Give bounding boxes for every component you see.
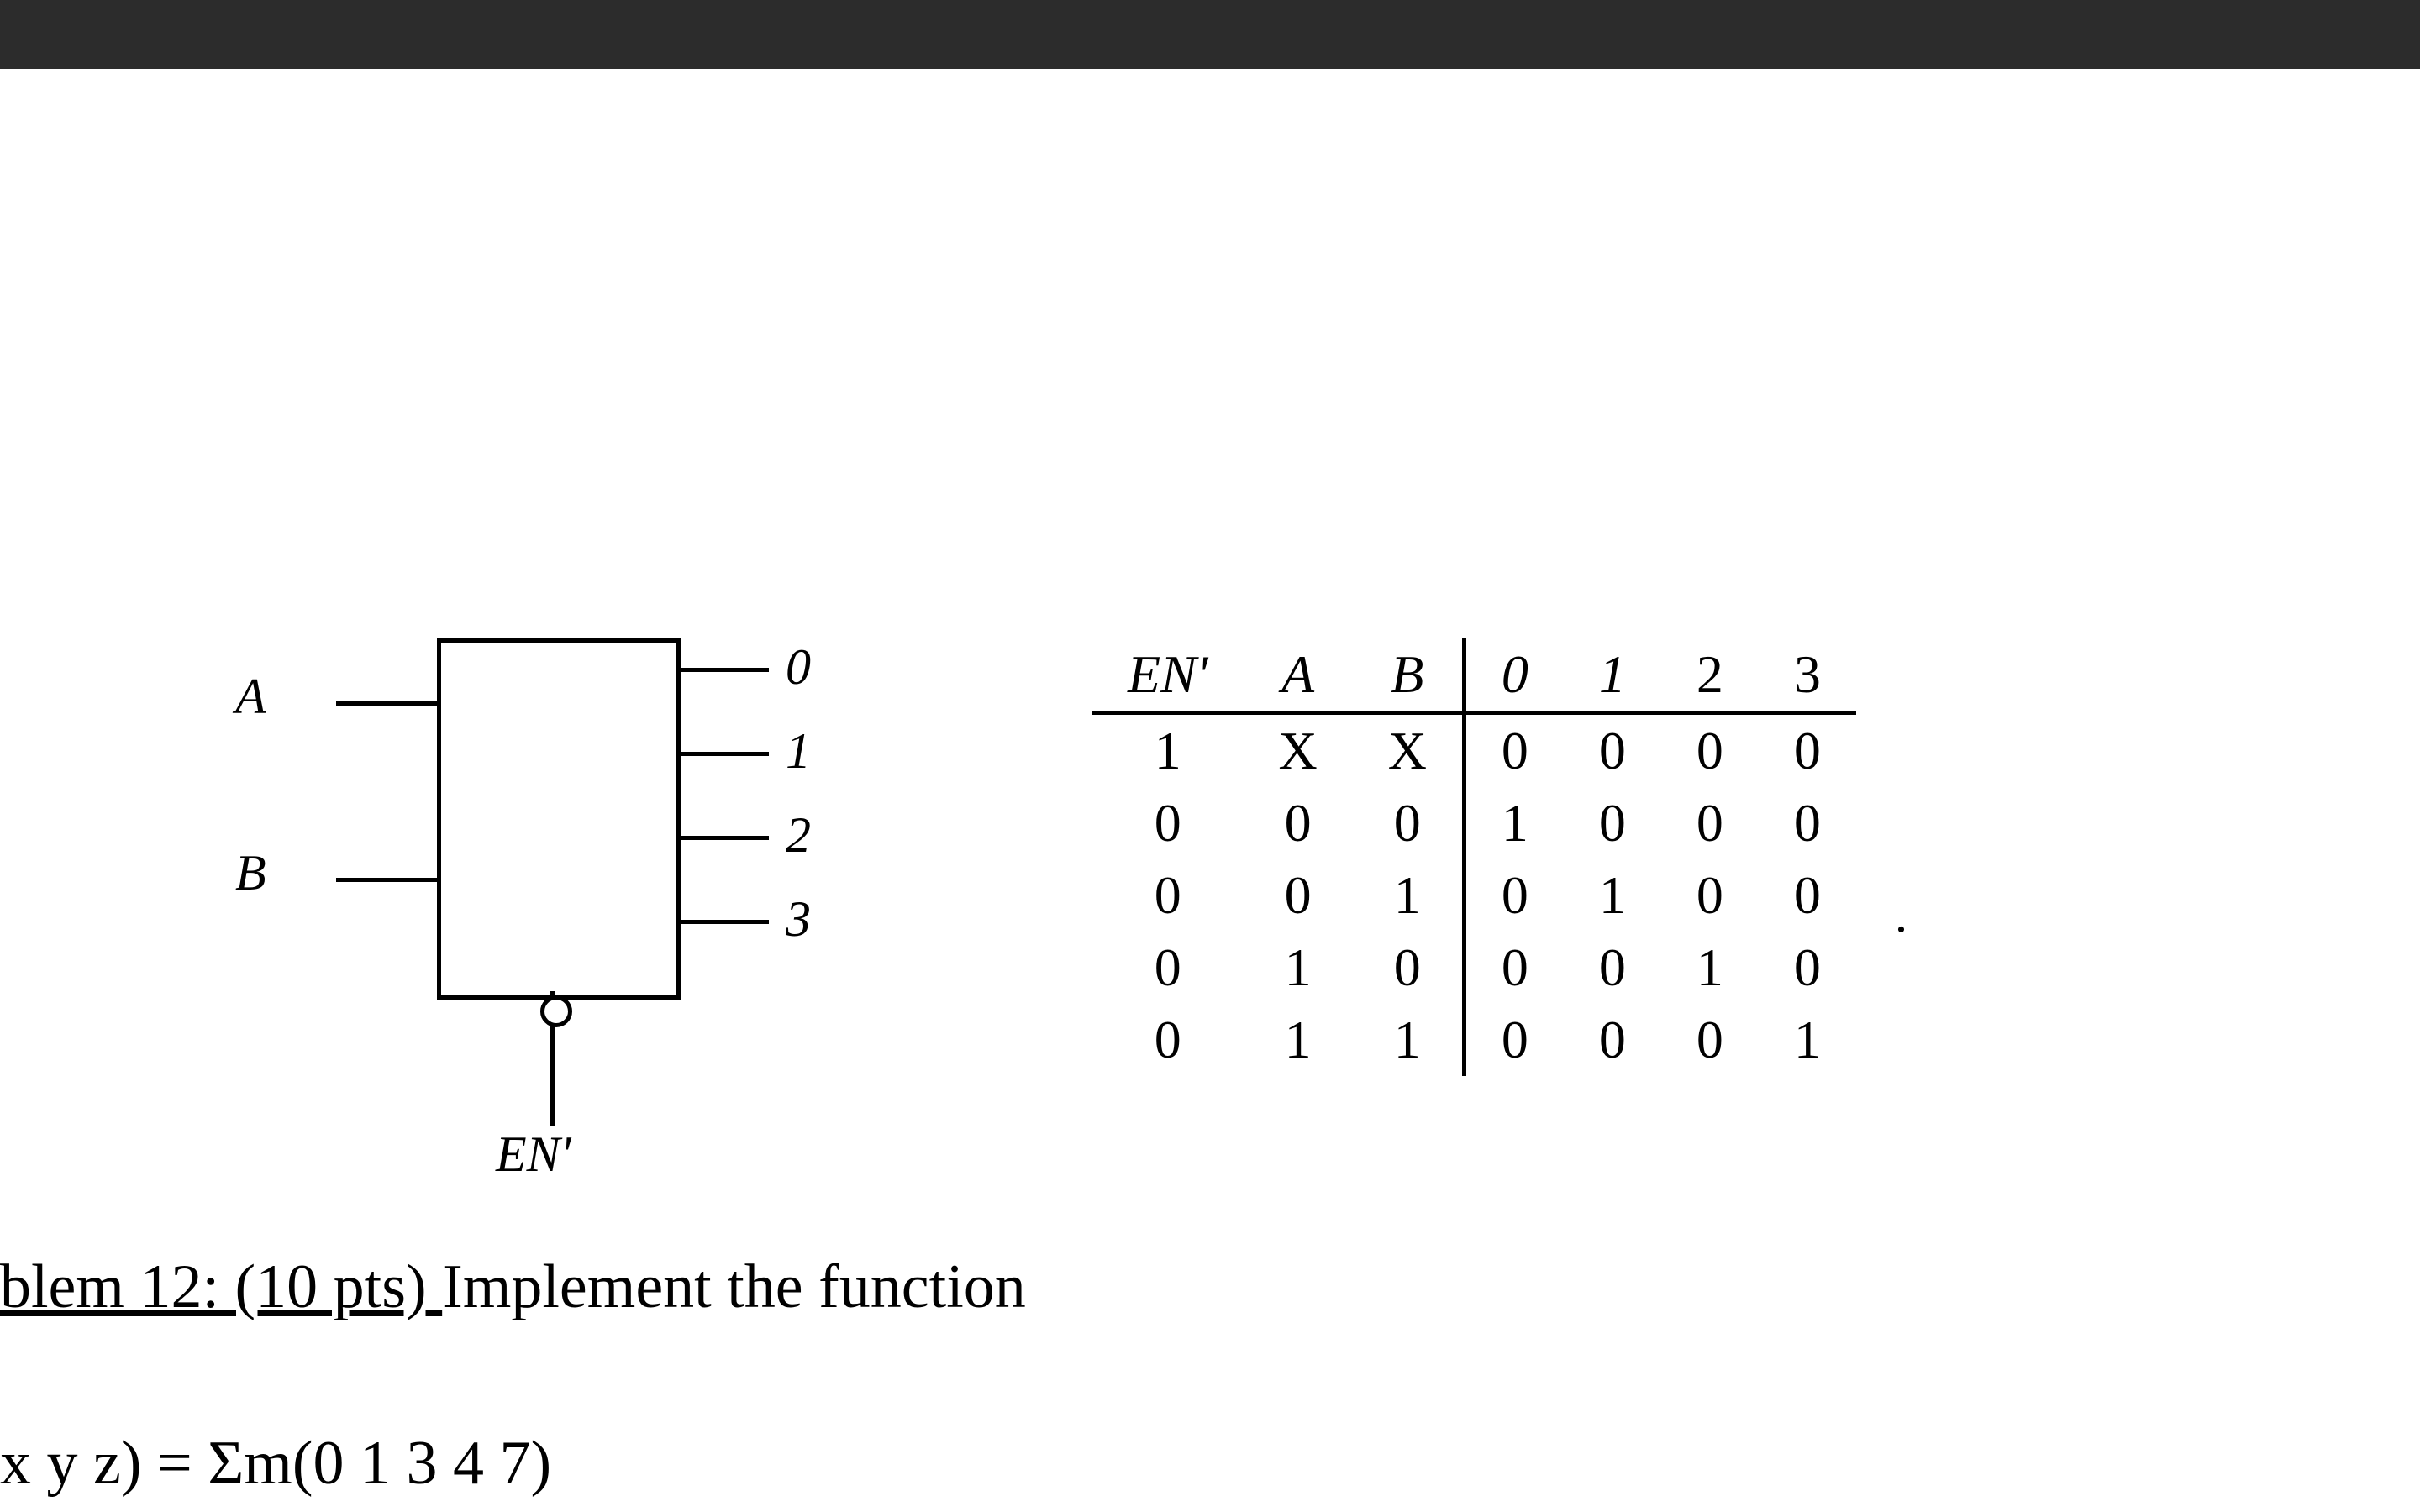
col-3: 3 [1759, 638, 1856, 713]
col-2: 2 [1661, 638, 1759, 713]
label-enable: EN' [496, 1126, 571, 1184]
truth-table-grid: EN' A B 0 1 2 3 1 X X 0 0 0 0 0 0 0 1 0 … [1092, 638, 1856, 1076]
equation-fragment: x y z) = Σm(0 1 3 4 7) [0, 1428, 551, 1499]
stray-period: . [1895, 886, 1907, 944]
top-bar [0, 0, 2420, 69]
problem-rest: Implement the function [442, 1252, 1026, 1321]
wire-output-0 [676, 668, 769, 672]
wire-output-1 [676, 752, 769, 756]
table-row: 0 1 0 0 0 1 0 [1092, 932, 1856, 1004]
label-input-a: A [235, 668, 266, 726]
col-en: EN' [1092, 638, 1243, 713]
col-1: 1 [1564, 638, 1661, 713]
table-row: 0 0 1 0 1 0 0 [1092, 859, 1856, 932]
label-input-b: B [235, 844, 266, 902]
table-row: 0 0 0 1 0 0 0 [1092, 787, 1856, 859]
col-0: 0 [1464, 638, 1564, 713]
label-output-3: 3 [786, 890, 811, 948]
col-a: A [1243, 638, 1352, 713]
wire-input-a [336, 701, 437, 706]
label-output-2: 2 [786, 806, 811, 864]
wire-output-3 [676, 920, 769, 924]
problem-heading: blem 12: (10 pts) Implement the function [0, 1252, 1026, 1323]
label-output-1: 1 [786, 722, 811, 780]
truth-table: EN' A B 0 1 2 3 1 X X 0 0 0 0 0 0 0 1 0 … [1092, 638, 1856, 1076]
table-row: 1 X X 0 0 0 0 [1092, 713, 1856, 788]
table-header-row: EN' A B 0 1 2 3 [1092, 638, 1856, 713]
label-output-0: 0 [786, 638, 811, 696]
inversion-bubble-icon [540, 995, 572, 1027]
wire-input-b [336, 878, 437, 882]
problem-underlined: blem 12: (10 pts) [0, 1252, 442, 1321]
wire-output-2 [676, 836, 769, 840]
decoder-box [437, 638, 681, 1000]
col-b: B [1353, 638, 1465, 713]
decoder-diagram: A B EN' 0 1 2 3 [202, 605, 874, 1193]
table-row: 0 1 1 0 0 0 1 [1092, 1004, 1856, 1076]
